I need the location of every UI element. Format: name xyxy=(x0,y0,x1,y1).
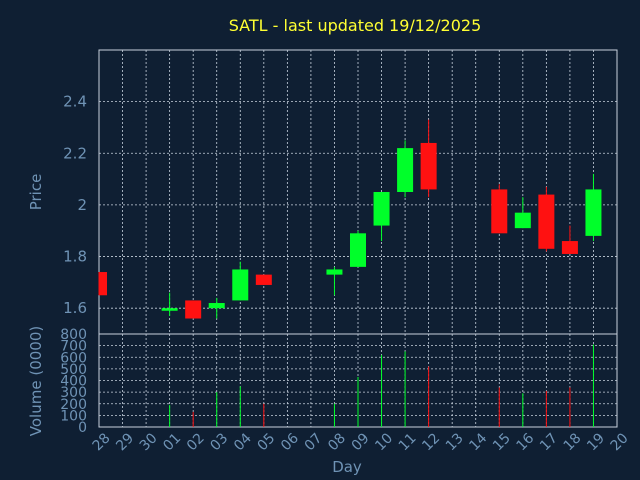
volume-tick-label: 100 xyxy=(60,408,87,424)
x-axis-label: Day xyxy=(332,458,362,476)
candle-17 xyxy=(538,186,555,252)
candle-body xyxy=(561,241,578,254)
x-tick-label: 19 xyxy=(584,430,608,454)
candle-01 xyxy=(161,292,178,316)
volume-tick-label: 800 xyxy=(60,327,87,343)
candle-05 xyxy=(255,274,272,285)
x-tick-label: 06 xyxy=(278,430,302,454)
x-tick-label: 01 xyxy=(160,430,184,454)
x-tick-label: 08 xyxy=(325,430,349,454)
candle-02 xyxy=(185,300,202,319)
candle-04 xyxy=(232,261,249,301)
volume-axis-label: Volume (0000) xyxy=(27,326,45,436)
price-tick-label: 2 xyxy=(77,196,87,214)
volume-tick-label: 600 xyxy=(60,350,87,366)
x-tick-label: 10 xyxy=(372,430,396,454)
candle-11 xyxy=(397,140,414,198)
candle-body xyxy=(326,269,343,275)
x-tick-label: 18 xyxy=(561,430,585,454)
candle-19 xyxy=(585,173,602,242)
candle-15 xyxy=(491,184,508,234)
candle-12 xyxy=(420,119,437,198)
price-tick-label: 2.2 xyxy=(63,144,87,162)
volume-bars xyxy=(169,344,594,427)
volume-tick-label: 400 xyxy=(60,374,87,390)
x-tick-label: 12 xyxy=(419,430,443,454)
candle-body xyxy=(420,142,437,190)
candle-body xyxy=(99,272,107,296)
price-tick-label: 2.4 xyxy=(63,93,87,111)
candle-body xyxy=(232,269,249,301)
candle-28 xyxy=(98,272,107,296)
candle-body xyxy=(538,194,555,249)
price-grid xyxy=(98,49,618,335)
candle-body xyxy=(350,233,366,267)
candle-body xyxy=(397,148,414,192)
x-tick-label: 30 xyxy=(137,430,161,454)
x-tick-label: 09 xyxy=(349,430,373,454)
candle-16 xyxy=(514,197,531,229)
candle-body xyxy=(373,192,390,226)
volume-tick-label: 0 xyxy=(78,420,87,436)
candle-body xyxy=(185,300,202,319)
candle-08 xyxy=(326,266,343,296)
candle-body xyxy=(585,189,602,236)
price-tick-label: 1.6 xyxy=(63,299,87,317)
volume-tick-label: 300 xyxy=(60,385,87,401)
chart-title: SATL - last updated 19/12/2025 xyxy=(229,16,482,35)
candle-body xyxy=(208,303,225,309)
x-tick-label: 20 xyxy=(608,430,632,454)
candle-body xyxy=(514,212,531,229)
x-tick-label: 07 xyxy=(302,430,326,454)
x-tick-label: 17 xyxy=(537,430,561,454)
x-tick-label: 28 xyxy=(90,430,114,454)
price-axis-label: Price xyxy=(27,174,45,211)
x-tick-label: 13 xyxy=(443,430,467,454)
x-tick-label: 05 xyxy=(255,430,279,454)
x-tick-label: 29 xyxy=(113,430,137,454)
candle-body xyxy=(491,189,508,234)
volume-tick-label: 700 xyxy=(60,339,87,355)
x-tick-label: 15 xyxy=(490,430,514,454)
price-y-axis: 1.6 1.8 2 2.2 2.4 xyxy=(63,93,87,318)
candle-18 xyxy=(561,225,578,254)
volume-tick-label: 500 xyxy=(60,362,87,378)
candle-10 xyxy=(373,192,390,242)
x-tick-label: 03 xyxy=(207,430,231,454)
x-tick-label: 16 xyxy=(514,430,538,454)
x-tick-label: 11 xyxy=(396,430,420,454)
candle-09 xyxy=(350,230,366,267)
volume-tick-label: 200 xyxy=(60,397,87,413)
candle-body xyxy=(161,308,178,311)
price-tick-label: 1.8 xyxy=(63,248,87,266)
price-candles xyxy=(98,119,602,319)
day-x-axis: 28 29 30 01 02 03 04 05 06 07 08 09 10 11 12 13 14 15 16 17… xyxy=(90,430,632,454)
x-tick-label: 14 xyxy=(466,430,490,454)
candle-body xyxy=(255,274,272,285)
x-tick-label: 02 xyxy=(184,430,208,454)
x-tick-label: 04 xyxy=(231,430,255,454)
candle-03 xyxy=(208,297,225,319)
